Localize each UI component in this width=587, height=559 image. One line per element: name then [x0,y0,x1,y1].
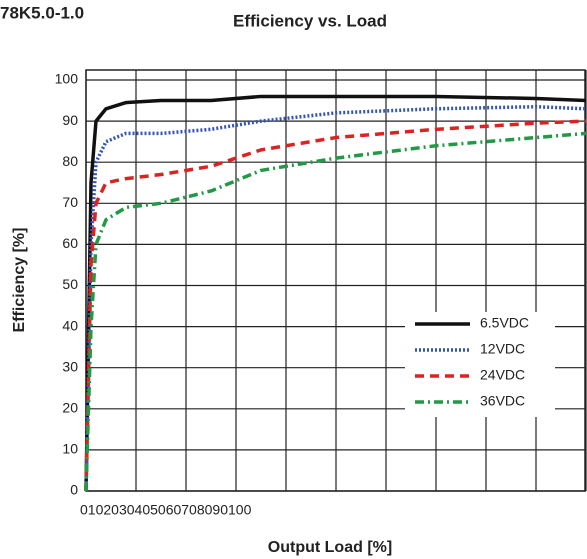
legend-box [405,312,555,417]
x-tick-label: 40 [135,502,151,518]
y-tick-label: 100 [55,71,79,87]
y-tick-label: 70 [62,194,78,210]
chart-title: Efficiency vs. Load [233,11,387,30]
x-tick-label: 90 [212,502,228,518]
series-line [84,131,587,492]
series-line [84,119,587,492]
y-axis-label: Efficiency [%] [11,228,28,333]
x-tick-label: 60 [166,502,182,518]
legend-label: 24VDC [480,367,525,383]
x-tick-label: 0 [80,502,88,518]
series-line [84,104,587,492]
y-tick-label: 40 [62,317,78,333]
x-tick-label: 100 [228,502,252,518]
series-line [84,94,587,492]
legend-label: 6.5VDC [480,315,529,331]
x-tick-label: 10 [88,502,104,518]
x-tick-label: 30 [119,502,135,518]
y-tick-label: 50 [62,276,78,292]
x-axis-label: Output Load [%] [268,539,392,556]
y-tick-label: 80 [62,153,78,169]
x-tick-label: 50 [150,502,166,518]
y-tick-label: 0 [70,482,78,498]
legend-label: 36VDC [480,393,525,409]
y-tick-label: 10 [62,441,78,457]
y-tick-label: 90 [62,112,78,128]
y-tick-label: 20 [62,400,78,416]
y-tick-label: 30 [62,358,78,374]
x-tick-label: 20 [103,502,119,518]
chart-label: 78K5.0-1.0 [0,3,84,22]
y-tick-label: 60 [62,235,78,251]
x-tick-label: 70 [181,502,197,518]
x-tick-label: 80 [197,502,213,518]
legend-label: 12VDC [480,341,525,357]
